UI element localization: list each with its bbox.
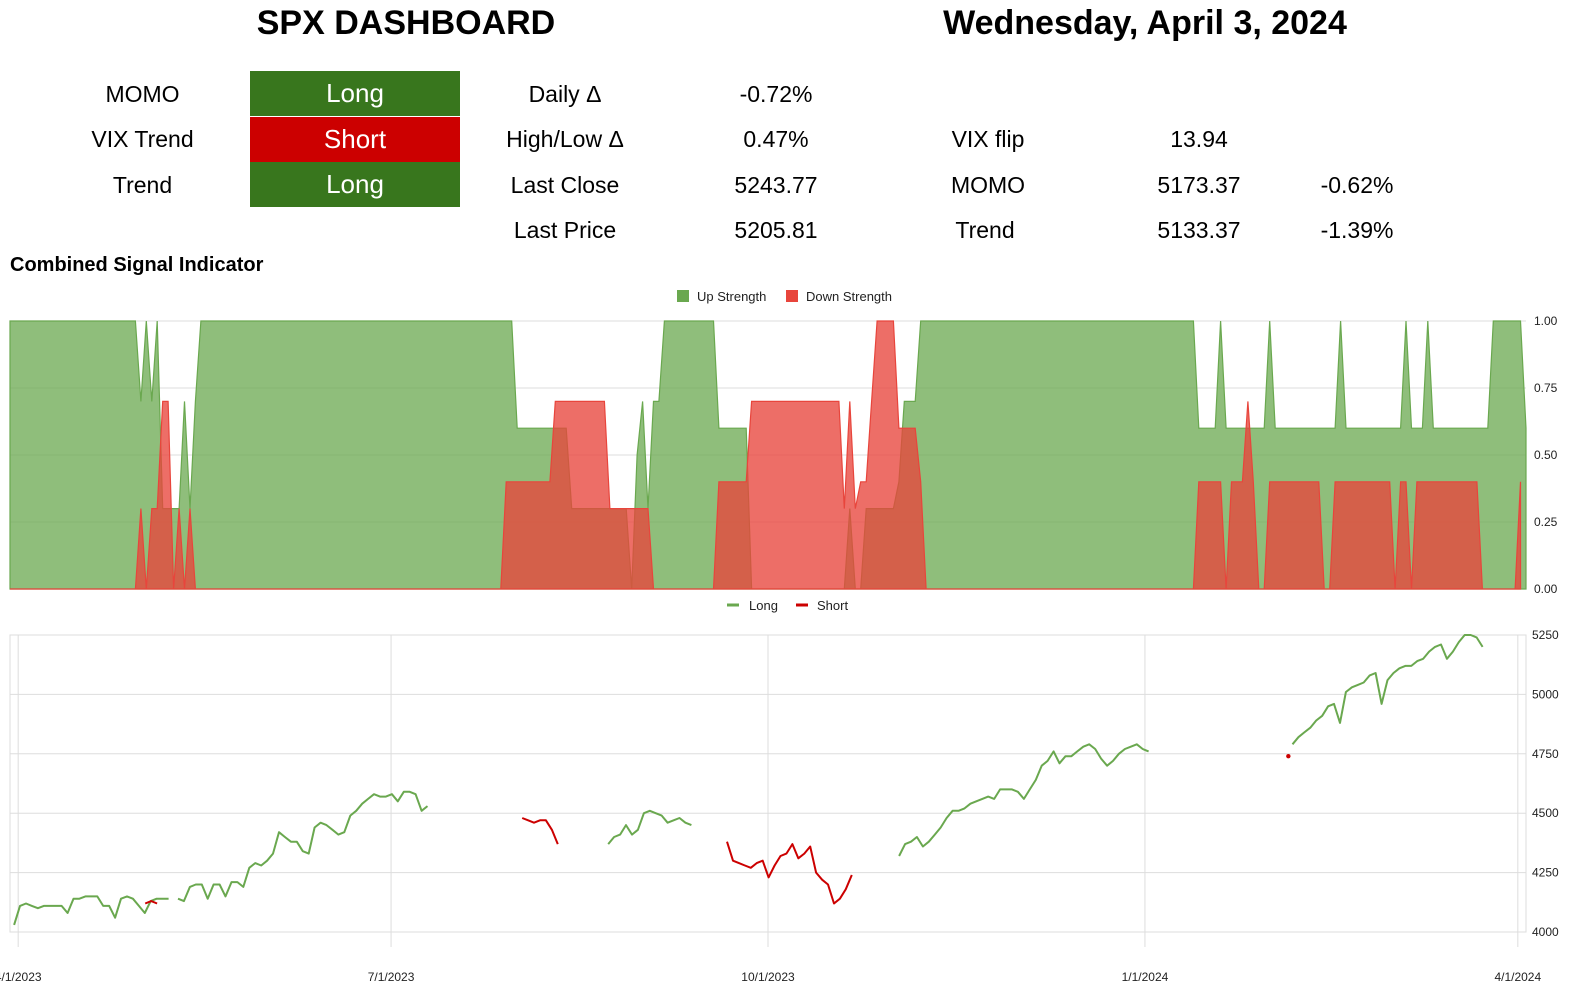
y-tick-label: 4500	[1532, 806, 1559, 820]
long-series-line	[1291, 634, 1484, 745]
y-tick-label: 4750	[1532, 747, 1559, 761]
level-value-vix-flip: 13.94	[1170, 126, 1228, 152]
legend-label-long: Long	[749, 598, 778, 613]
y-tick-label: 4000	[1532, 925, 1559, 939]
y-tick-label: 0.00	[1534, 582, 1558, 596]
legend-label-up: Up Strength	[697, 289, 766, 304]
y-tick-label: 4250	[1532, 866, 1559, 880]
level-value-momo: 5173.37	[1157, 172, 1241, 198]
y-tick-label: 0.75	[1534, 381, 1558, 395]
y-tick-label: 0.25	[1534, 515, 1558, 529]
short-point	[1286, 753, 1291, 759]
signal-label-vix-trend: VIX Trend	[91, 126, 194, 152]
legend-swatch-up	[677, 290, 689, 302]
stat-label-last-close: Last Close	[510, 172, 620, 198]
signal-label-momo: MOMO	[105, 81, 180, 107]
legend-label-short: Short	[817, 598, 848, 613]
dashboard-title: SPX DASHBOARD	[256, 4, 556, 42]
stat-value-last-close: 5243.77	[734, 172, 818, 198]
stat-label-daily-delta: Daily Δ	[528, 81, 602, 107]
signal-label-trend: Trend	[112, 172, 173, 198]
stat-value-daily-delta: -0.72%	[739, 81, 813, 107]
long-series-line	[13, 895, 169, 926]
y-tick-label: 0.50	[1534, 448, 1558, 462]
long-series-line	[177, 790, 429, 903]
stat-label-high-low-delta: High/Low Δ	[506, 126, 624, 152]
level-label-trend: Trend	[955, 217, 1015, 243]
dashboard-date: Wednesday, April 3, 2024	[943, 4, 1347, 42]
legend-swatch-down	[786, 290, 798, 302]
stat-value-high-low-delta: 0.47%	[743, 126, 809, 152]
level-value-trend: 5133.37	[1157, 217, 1241, 243]
x-tick-label: 4/1/2024	[1494, 970, 1541, 984]
long-series-line	[898, 743, 1149, 857]
down-strength-area	[10, 320, 1522, 590]
level-pct-momo: -0.62%	[1320, 172, 1394, 198]
level-pct-trend: -1.39%	[1320, 217, 1394, 243]
long-series-line	[607, 809, 692, 845]
y-tick-label: 5000	[1532, 687, 1559, 701]
level-label-momo: MOMO	[950, 172, 1026, 198]
signal-badge-momo: Long	[250, 71, 460, 116]
short-series-line	[144, 900, 158, 905]
x-tick-label: 10/1/2023	[741, 970, 795, 984]
short-series-line	[521, 817, 559, 845]
level-label-vix-flip: VIX flip	[951, 126, 1025, 152]
stat-value-last-price: 5205.81	[734, 217, 818, 243]
y-tick-label: 1.00	[1534, 314, 1558, 328]
combined-signal-heading: Combined Signal Indicator	[10, 254, 264, 276]
x-tick-label: 1/1/2024	[1122, 970, 1169, 984]
legend-label-down: Down Strength	[806, 289, 892, 304]
combined-signal-chart: 1.00 0.75 0.50 0.25 0.00 Up Strength Down Stre…	[9, 289, 1558, 596]
short-series-line	[726, 841, 853, 905]
y-tick-label: 5250	[1532, 628, 1559, 642]
stat-label-last-price: Last Price	[513, 217, 617, 243]
x-tick-label: 7/1/2023	[368, 970, 415, 984]
x-tick-label: 4/1/2023	[0, 970, 42, 984]
signal-badge-trend: Long	[250, 162, 460, 207]
signal-badge-vix-trend: Short	[250, 117, 460, 162]
price-signal-chart: 5250 5000 4750 4500 4250 4000 4/1/2023 7/1/2023…	[0, 598, 1559, 984]
